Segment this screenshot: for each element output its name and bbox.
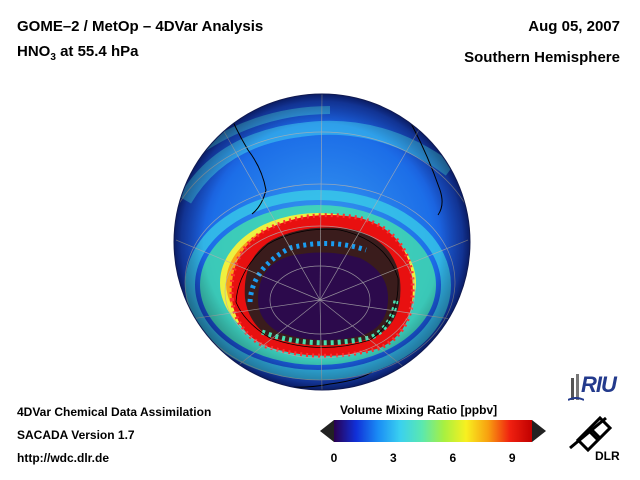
colorbar-tick-label: 3 [390, 451, 397, 465]
dlr-logo-icon [569, 415, 613, 452]
colorbar-tick-label: 0 [330, 451, 338, 465]
colorbar-tick-label: 9 [508, 451, 516, 465]
date-label: Aug 05, 2007 [528, 18, 620, 35]
colorbar-over-arrow [532, 420, 546, 442]
globe-outline [173, 93, 471, 391]
colorbar [320, 420, 546, 442]
colorbar-ramp [334, 420, 532, 442]
dlr-logo-text: DLR [595, 449, 620, 463]
footer-assimilation: 4DVar Chemical Data Assimilation [17, 405, 212, 419]
colorbar-title: Volume Mixing Ratio [ppbv] [340, 403, 498, 417]
footer-version: SACADA Version 1.7 [17, 428, 135, 442]
riu-logo-text: RIU [581, 372, 617, 397]
colorbar-under-arrow [320, 420, 334, 442]
pressure-level: at 55.4 hPa [55, 43, 139, 60]
riu-logo-icon [568, 374, 584, 401]
species-level: HNO3 at 55.4 hPa [17, 43, 138, 63]
footer-url[interactable]: http://wdc.dlr.de [17, 451, 109, 465]
species-name: HNO [17, 43, 51, 60]
hemisphere-label: Southern Hemisphere [464, 49, 620, 66]
colorbar-tick-label: 6 [449, 451, 457, 465]
species-subscript: 3 [50, 52, 56, 63]
map-title: GOME–2 / MetOp – 4DVar Analysis [17, 18, 264, 35]
